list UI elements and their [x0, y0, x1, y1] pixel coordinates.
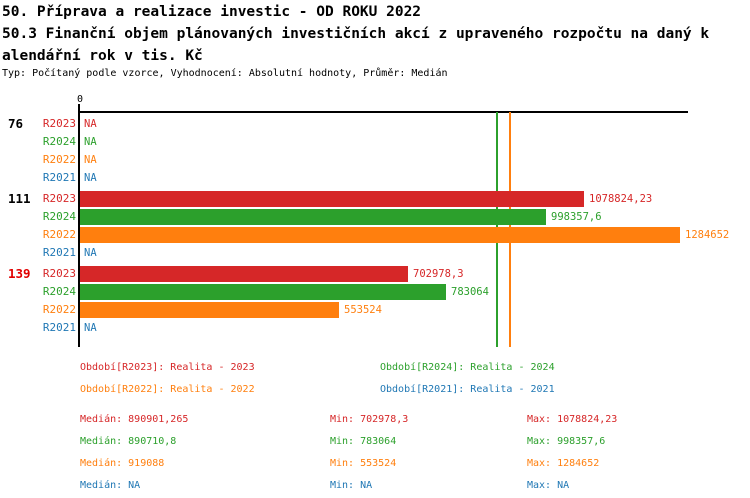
- stat-min-r2024: Min: 783064: [330, 436, 397, 447]
- chart-meta-text: Typ: Počítaný podle vzorce, Vyhodnocení:…: [2, 68, 448, 79]
- stat-min-r2022: Min: 553524: [330, 458, 397, 469]
- na-value-label: NA: [84, 154, 97, 166]
- stat-min-r2021: Min: NA: [330, 480, 373, 491]
- bar-value-label: 783064: [451, 286, 489, 298]
- bar: [80, 302, 339, 318]
- stat-max-r2024: Max: 998357,6: [527, 436, 606, 447]
- bar-value-label: 702978,3: [413, 268, 464, 280]
- series-label: R2024: [42, 285, 76, 298]
- series-label: R2023: [42, 117, 76, 130]
- stat-median-r2024: Medián: 890710,8: [80, 436, 177, 447]
- series-label: R2022: [42, 228, 76, 241]
- stat-median-r2022: Medián: 919088: [80, 458, 165, 469]
- stat-median-r2021: Medián: NA: [80, 480, 141, 491]
- na-value-label: NA: [84, 172, 97, 184]
- na-value-label: NA: [84, 322, 97, 334]
- median-line-r2024: [496, 112, 498, 347]
- series-label: R2024: [42, 210, 76, 223]
- bar: [80, 227, 680, 243]
- group-label: 76: [8, 116, 24, 131]
- x-axis-line: [79, 111, 688, 113]
- y-axis-line: [78, 104, 80, 347]
- legend-item-r2024: Období[R2024]: Realita - 2024: [380, 362, 555, 373]
- bar-value-label: 1284652: [685, 229, 730, 241]
- na-value-label: NA: [84, 247, 97, 259]
- stat-max-r2022: Max: 1284652: [527, 458, 600, 469]
- bar: [80, 209, 546, 225]
- bar: [80, 284, 446, 300]
- na-value-label: NA: [84, 136, 97, 148]
- axis-zero-tick-label: 0: [76, 94, 84, 105]
- stat-median-r2023: Medián: 890901,265: [80, 414, 189, 425]
- group-label: 111: [8, 191, 31, 206]
- chart-title-line1: 50.3 Finanční objem plánovaných investič…: [2, 26, 710, 42]
- median-line-r2022: [509, 112, 511, 347]
- legend-item-r2022: Období[R2022]: Realita - 2022: [80, 384, 255, 395]
- chart-title-line2: alendářní rok v tis. Kč: [2, 48, 203, 64]
- bar-value-label: 553524: [344, 304, 382, 316]
- stat-min-r2023: Min: 702978,3: [330, 414, 409, 425]
- na-value-label: NA: [84, 118, 97, 130]
- group-label: 139: [8, 266, 31, 281]
- stat-max-r2023: Max: 1078824,23: [527, 414, 618, 425]
- bar-value-label: 998357,6: [551, 211, 602, 223]
- series-label: R2022: [42, 153, 76, 166]
- legend-item-r2021: Období[R2021]: Realita - 2021: [380, 384, 555, 395]
- series-label: R2021: [42, 246, 76, 259]
- series-label: R2023: [42, 267, 76, 280]
- series-label: R2024: [42, 135, 76, 148]
- series-label: R2021: [42, 171, 76, 184]
- bar: [80, 191, 584, 207]
- stat-max-r2021: Max: NA: [527, 480, 570, 491]
- legend-item-r2023: Období[R2023]: Realita - 2023: [80, 362, 255, 373]
- bar-value-label: 1078824,23: [589, 193, 653, 205]
- series-label: R2021: [42, 321, 76, 334]
- bar: [80, 266, 408, 282]
- series-label: R2022: [42, 303, 76, 316]
- series-label: R2023: [42, 192, 76, 205]
- report-title: 50. Příprava a realizace investic - OD R…: [2, 4, 422, 20]
